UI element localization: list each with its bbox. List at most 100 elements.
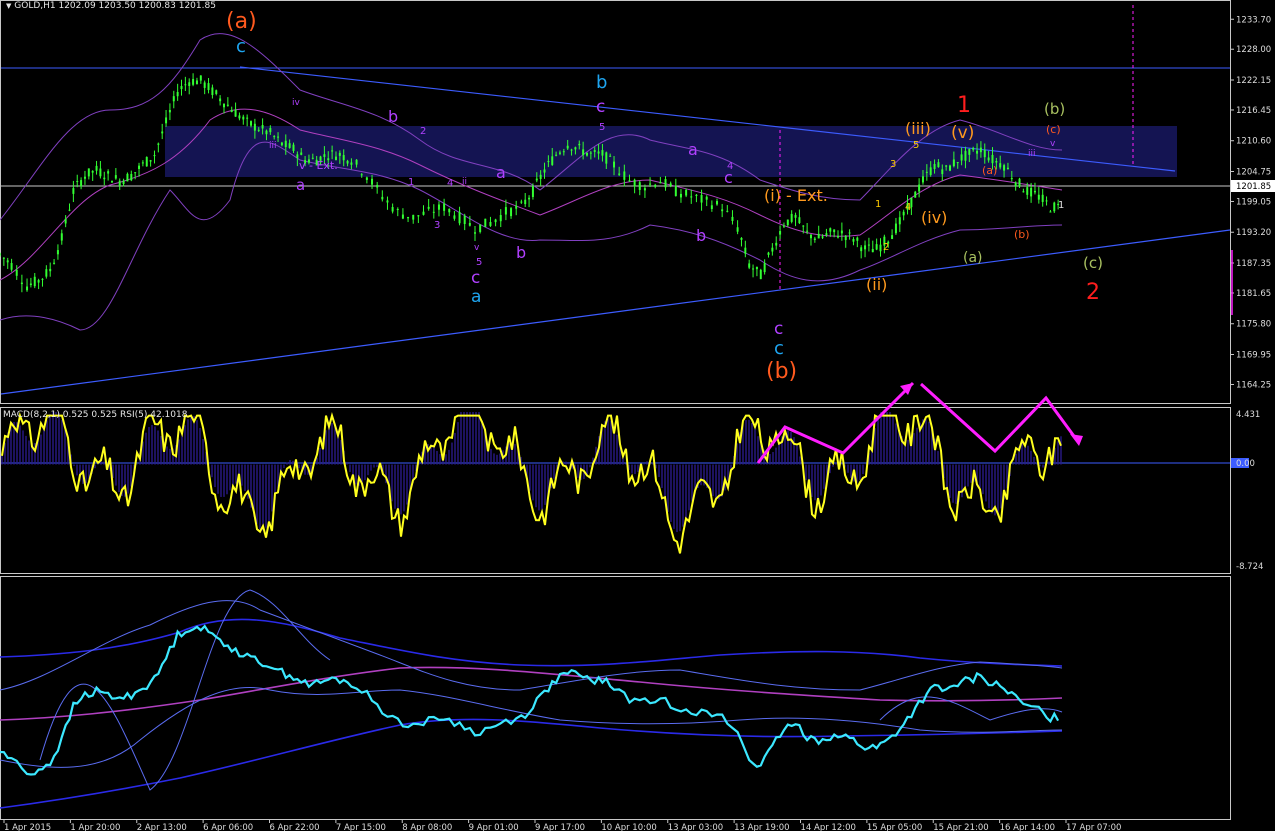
wave-label: 1 [1058,200,1064,211]
candle-body [605,152,608,164]
candle-body [448,208,451,213]
wave-label: 3 [434,220,440,231]
inner-lower-band [0,686,1063,768]
wave-label: (a) [963,250,983,266]
current-price-tag: 1201.85 [1231,180,1275,192]
time-tick-label: 10 Apr 10:00 [601,823,656,831]
candle-body [130,174,133,181]
candle-body [114,175,117,179]
candle-body [716,201,719,205]
candle-body [1010,178,1013,180]
symbol-line: GOLD,H1 1202.09 1203.50 1200.83 1201.85 [14,1,216,11]
candle-body [721,209,724,212]
candle-body [33,276,36,287]
candle-body [674,185,677,197]
candle-body [1003,165,1006,171]
candle-body [215,90,218,95]
wave-label: iv [292,98,301,108]
candle-body [1006,167,1009,170]
wave-label: 2 [883,242,889,253]
candle-body [269,128,272,133]
candle-body [443,203,446,211]
candle-body [623,171,626,180]
candle-body [710,205,713,209]
candle-body [790,213,793,222]
candle-body [64,218,67,224]
candle-body [230,109,233,113]
candle-body [983,149,986,158]
candle-body [528,197,531,200]
candle-body [277,136,280,138]
candle-body [585,152,588,156]
candle-body [562,151,565,153]
candle-body [898,217,901,225]
candle-body [489,222,492,226]
candle-body [902,211,905,216]
wave-label: (c) [1083,254,1103,272]
time-tick-label: 9 Apr 17:00 [535,823,585,831]
outer-lower-band [0,718,1063,809]
candle-body [458,211,461,224]
candle-body [925,171,928,173]
candle-body [1033,190,1036,193]
candle-body [257,129,260,131]
dropdown-icon[interactable]: ▼ [6,2,12,10]
wave-label: a [296,176,305,194]
candle-body [740,237,743,240]
lower-bands [0,618,1063,809]
candle-body [157,143,160,145]
candle-body [138,165,141,169]
candle-body [165,117,168,124]
candle-body [547,161,550,163]
candle-body [976,150,979,154]
candle-body [593,150,596,152]
candle-body [499,215,502,222]
moving-average [0,108,1063,281]
candle-body [763,263,766,273]
wave-label: 5 [599,122,605,133]
candle-body [371,178,374,185]
candle-body [149,160,152,162]
price-tick-label: 1216.45 [1236,106,1271,116]
candle-body [578,143,581,146]
time-tick-label: 13 Apr 19:00 [734,823,789,831]
candle-body [180,86,183,90]
candle-body [906,203,909,210]
wave-label: v [474,243,480,253]
inner-upper-band [0,600,1063,691]
candle-body [479,224,482,232]
candle-body [331,150,334,152]
candle-body [53,262,56,264]
current-price-label: 1201.85 [1236,182,1271,192]
wave-label: 2 [420,126,426,137]
candle-body [987,157,990,161]
candle-body [45,269,48,277]
candle-body [2,257,5,259]
candle-body [76,181,79,183]
wave-label: c [774,338,784,359]
candle-body [726,210,729,212]
wave-label: v [1050,139,1056,149]
middle-average [0,666,1063,721]
candle-body [798,217,801,224]
time-tick-label: 1 Apr 2015 [4,823,51,831]
candle-body [407,216,410,219]
candle-body [582,149,585,155]
candle-body [914,191,917,198]
candle-body [802,225,805,227]
candle-body [867,244,870,246]
candle-body [891,235,894,239]
candle-body [145,157,148,167]
candle-body [376,184,379,188]
candle-body [83,176,86,179]
candle-body [56,250,59,255]
candle-body [319,156,322,163]
candle-body [49,268,52,272]
candle-body [296,154,299,158]
wave-label: c [596,97,605,117]
candle-body [60,233,63,241]
candle-body [555,154,558,156]
wave-label: (iv) [921,208,947,227]
candle-body [304,160,307,164]
wave-label: iii [269,141,277,151]
